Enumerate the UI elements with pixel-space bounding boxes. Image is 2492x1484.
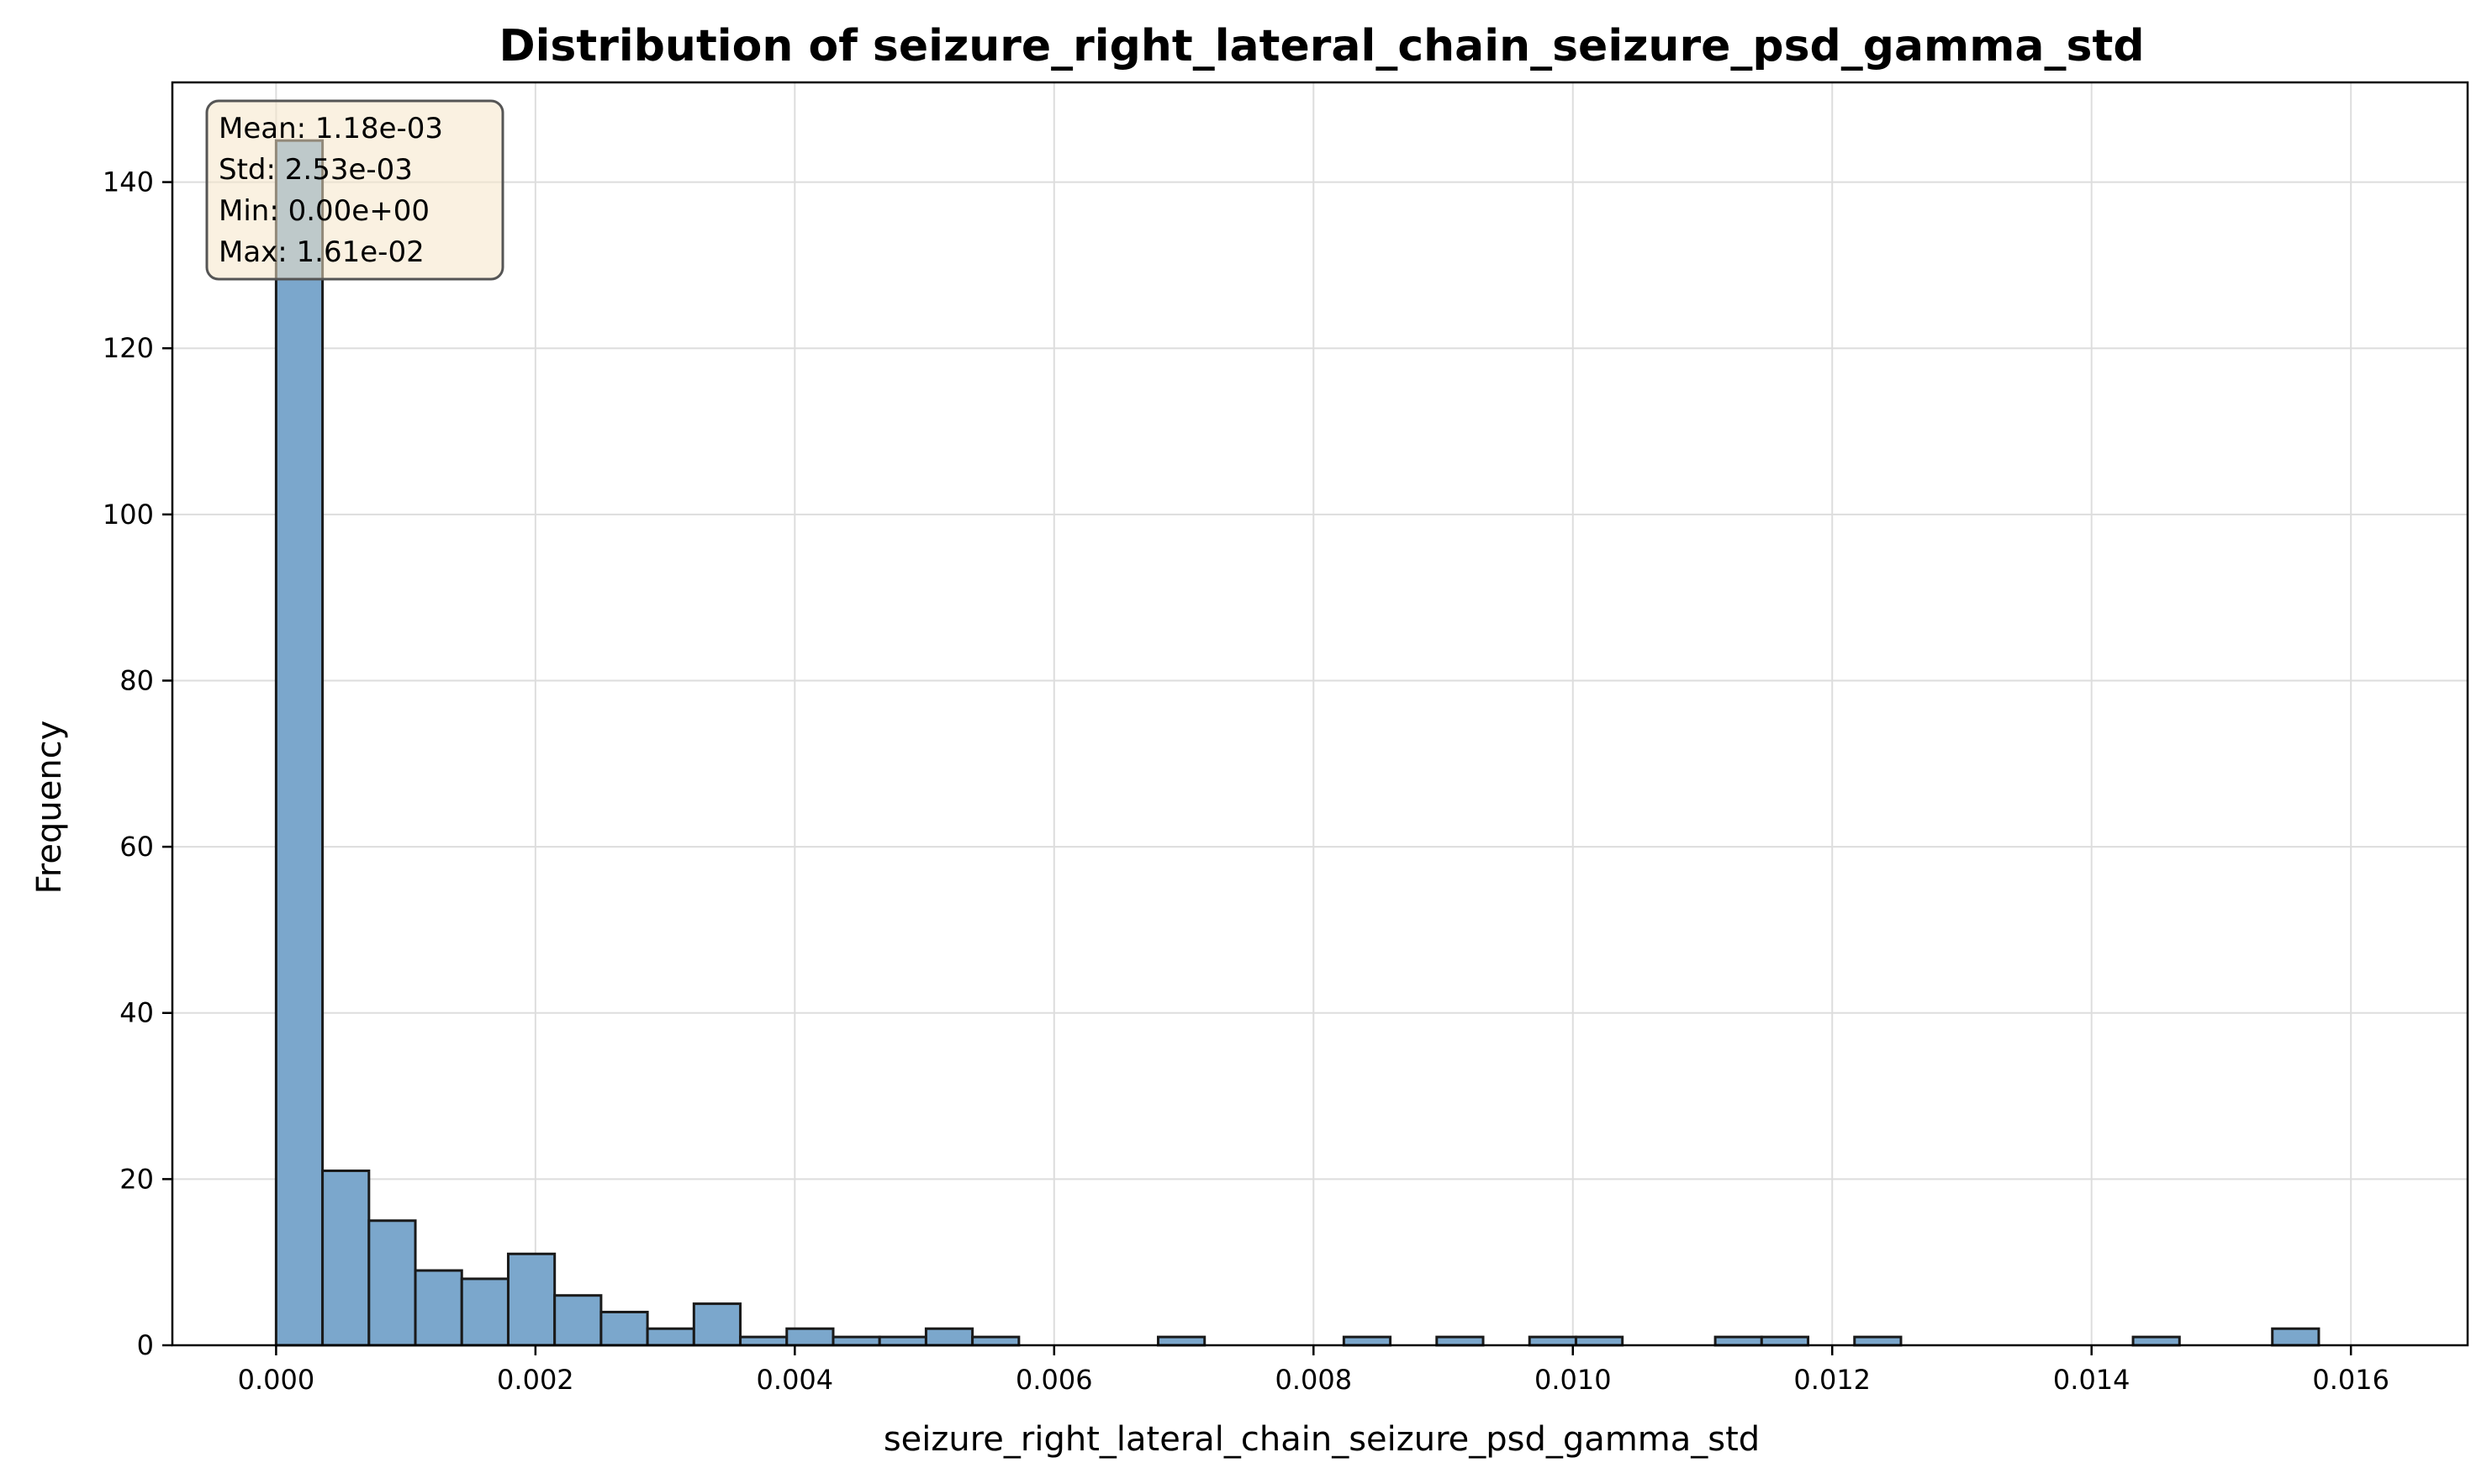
summary-stats-box: Mean: 1.18e-03 Std: 2.53e-03 Min: 0.00e+00… bbox=[205, 99, 504, 281]
x-tick-label: 0.004 bbox=[757, 1364, 834, 1396]
y-tick-label: 100 bbox=[103, 499, 154, 531]
x-tick-label: 0.000 bbox=[238, 1364, 315, 1396]
y-tick-label: 80 bbox=[119, 664, 154, 696]
histogram-bar bbox=[1528, 1335, 1577, 1347]
histogram-bar bbox=[599, 1310, 649, 1347]
histogram-bar bbox=[785, 1327, 835, 1347]
histogram-bar bbox=[971, 1335, 1021, 1347]
histogram-bar bbox=[924, 1327, 974, 1347]
histogram-bar bbox=[1157, 1335, 1206, 1347]
stats-box-background bbox=[205, 99, 504, 281]
y-axis-label: Frequency bbox=[30, 721, 69, 895]
histogram-bar bbox=[274, 139, 325, 1347]
histogram-bar bbox=[1760, 1335, 1810, 1347]
histogram-bar bbox=[367, 1219, 417, 1347]
histogram-bar bbox=[414, 1269, 463, 1347]
stats-line: Std: 2.53e-03 bbox=[219, 153, 413, 187]
histogram-bar bbox=[321, 1169, 371, 1347]
histogram-bar bbox=[1435, 1335, 1485, 1347]
histogram-bar bbox=[692, 1302, 742, 1347]
x-tick-label: 0.006 bbox=[1016, 1364, 1093, 1396]
histogram-bar bbox=[553, 1294, 603, 1347]
y-tick-label: 120 bbox=[103, 332, 154, 364]
x-tick-label: 0.008 bbox=[1275, 1364, 1352, 1396]
histogram-bar bbox=[2271, 1327, 2320, 1347]
histogram-bar bbox=[1342, 1335, 1392, 1347]
grid-lines bbox=[172, 82, 2468, 1346]
y-tick-label: 140 bbox=[103, 166, 154, 198]
histogram-bar bbox=[2131, 1335, 2181, 1347]
chart-title: Distribution of seizure_right_lateral_ch… bbox=[499, 21, 2144, 71]
histogram-bar bbox=[878, 1335, 927, 1347]
y-tick-label: 40 bbox=[119, 997, 154, 1029]
x-tick-label: 0.002 bbox=[497, 1364, 574, 1396]
x-tick-label: 0.010 bbox=[1534, 1364, 1612, 1396]
stats-line: Min: 0.00e+00 bbox=[219, 194, 430, 228]
stats-line: Max: 1.61e-02 bbox=[219, 235, 425, 269]
x-axis-label: seizure_right_lateral_chain_seizure_psd_… bbox=[884, 1420, 1760, 1459]
histogram-bars bbox=[274, 139, 2320, 1347]
histogram-bar bbox=[506, 1252, 557, 1347]
plot-frame bbox=[171, 81, 2469, 1347]
histogram-bar bbox=[646, 1327, 695, 1347]
histogram-bar bbox=[460, 1277, 509, 1347]
x-tick-label: 0.012 bbox=[1793, 1364, 1871, 1396]
histogram-bar bbox=[1853, 1335, 1903, 1347]
histogram-bar bbox=[832, 1335, 881, 1347]
y-tick-label: 20 bbox=[119, 1163, 154, 1195]
histogram-bar bbox=[1713, 1335, 1763, 1347]
x-tick-label: 0.016 bbox=[2312, 1364, 2389, 1396]
axes bbox=[171, 81, 2469, 1347]
histogram-bar bbox=[739, 1335, 789, 1347]
y-tick-label: 0 bbox=[137, 1329, 154, 1361]
stats-line: Mean: 1.18e-03 bbox=[219, 112, 443, 145]
y-tick-label: 60 bbox=[119, 831, 154, 863]
x-tick-label: 0.014 bbox=[2053, 1364, 2130, 1396]
histogram-bar bbox=[1574, 1335, 1624, 1347]
tick-labels: 0.000 0.002 0.004 0.006 0.008 0.010 0.012 0.014… bbox=[103, 166, 2389, 1396]
